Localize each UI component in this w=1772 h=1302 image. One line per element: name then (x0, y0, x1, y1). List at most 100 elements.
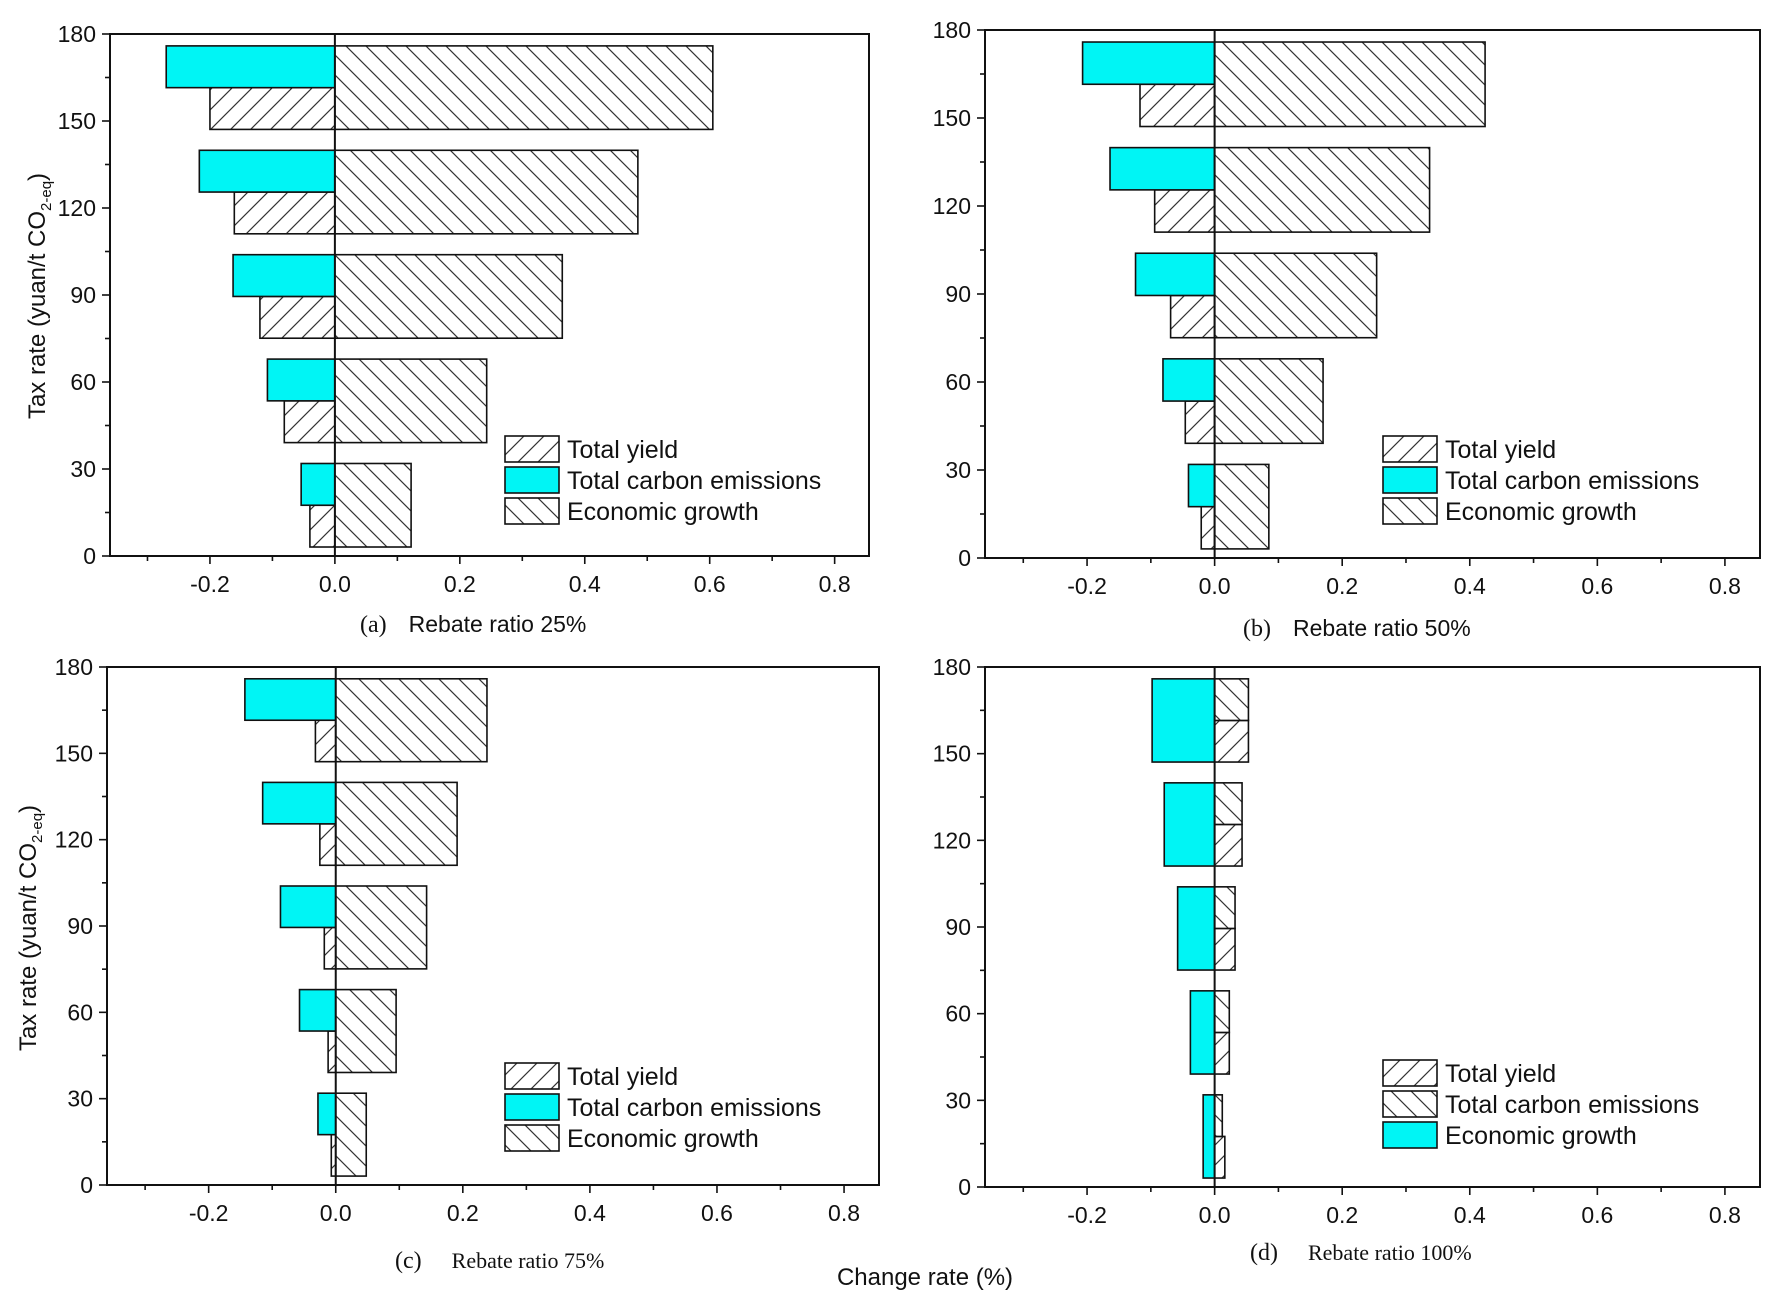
y-tick-label: 180 (933, 654, 971, 680)
y-axis-label: Tax rate (yuan/t CO2-eq) (15, 805, 46, 1051)
legend-swatch (1382, 1090, 1438, 1118)
legend-swatch (1382, 466, 1438, 494)
panel-letter: (d) (1250, 1240, 1278, 1266)
x-tick-label: -0.2 (1067, 573, 1107, 599)
panel-caption: (b) Rebate ratio 50% (1243, 615, 1471, 642)
x-tick-label: 0.4 (1454, 1202, 1486, 1228)
x-tick-label: 0.6 (1581, 573, 1613, 599)
bar-economic-growth (334, 358, 488, 444)
y-tick-label: 180 (933, 17, 971, 43)
x-tick-label: 0.2 (444, 571, 476, 597)
bar-economic-growth (1163, 782, 1216, 867)
bar-total-yield (1169, 294, 1216, 339)
bar-total-carbon-emissions (1081, 41, 1216, 86)
panel-caption: (a) Rebate ratio 25% (360, 611, 586, 638)
y-tick-label: 60 (945, 1001, 971, 1027)
legend-swatch (504, 497, 560, 525)
y-tick-label: 30 (945, 1087, 971, 1113)
panel-a: -0.2 0.0 0.2 0.4 0.6 0.8 0 30 60 90 120 150 180 Total… (24, 21, 870, 638)
y-tick-label: 90 (67, 913, 93, 939)
x-tick-label: 0.8 (1709, 1202, 1741, 1228)
bar-total-yield (327, 1030, 337, 1074)
bar-economic-growth (1213, 463, 1270, 550)
legend-swatch (504, 1093, 560, 1121)
bar-economic-growth (1213, 252, 1378, 339)
x-tick-label: 0.4 (569, 571, 601, 597)
x-tick-label: 0.8 (819, 571, 851, 597)
legend-swatch (504, 466, 560, 494)
legend-swatch (504, 435, 560, 463)
panel-b: -0.2 0.0 0.2 0.4 0.6 0.8 0 30 60 90 120 150 180 Total… (933, 17, 1761, 642)
y-tick-label: 120 (58, 195, 96, 221)
legend-label: Economic growth (567, 1125, 759, 1153)
legend-swatch (1382, 435, 1438, 463)
legend-label: Total carbon emissions (567, 467, 821, 495)
bar-economic-growth (334, 149, 639, 235)
y-tick-label: 60 (67, 999, 93, 1025)
bar-total-yield (1213, 1031, 1231, 1075)
bar-total-yield (209, 86, 336, 131)
y-tick-label: 30 (70, 456, 96, 482)
panel-title: Rebate ratio 25% (409, 611, 587, 637)
bar-total-yield (1200, 505, 1216, 550)
bar-total-carbon-emissions (298, 988, 337, 1032)
panel-caption: (c) Rebate ratio 75% (395, 1248, 604, 1274)
x-tick-label: 0.8 (828, 1200, 860, 1226)
bar-total-carbon-emissions (1162, 358, 1216, 402)
bar-economic-growth (334, 253, 564, 340)
x-tick-label: 0.0 (320, 1200, 352, 1226)
panel-title: Rebate ratio 75% (452, 1248, 605, 1273)
legend-label: Total carbon emissions (1445, 1091, 1699, 1119)
bar-total-carbon-emissions (244, 677, 337, 722)
y-tick-label: 30 (945, 457, 971, 483)
bar-total-carbon-emissions (266, 358, 336, 402)
bar-total-yield (323, 926, 337, 970)
y-tick-label: 150 (55, 740, 93, 766)
y-tick-label: 180 (55, 654, 93, 680)
y-tick-label: 0 (83, 543, 96, 569)
panel-c: -0.2 0.0 0.2 0.4 0.6 0.8 0 30 60 90 120 150 180 Total… (15, 654, 880, 1274)
legend-label: Total yield (567, 1063, 678, 1091)
x-tick-label: 0.4 (574, 1200, 606, 1226)
x-tick-label: 0.2 (1326, 1202, 1358, 1228)
x-tick-label: 0.0 (319, 571, 351, 597)
panel-letter: (a) (360, 612, 387, 638)
panel-title: Rebate ratio 50% (1293, 615, 1471, 641)
x-tick-label: 0.4 (1454, 573, 1486, 599)
y-tick-label: 60 (70, 369, 96, 395)
legend-label: Total yield (1445, 1060, 1556, 1088)
x-tick-label: 0.6 (701, 1200, 733, 1226)
bar-economic-growth (1176, 886, 1216, 971)
y-tick-label: 90 (945, 281, 971, 307)
y-tick-label: 180 (58, 21, 96, 47)
y-tick-label: 150 (933, 741, 971, 767)
bar-economic-growth (1202, 1094, 1216, 1179)
x-tick-label: -0.2 (1067, 1202, 1107, 1228)
bar-economic-growth (334, 677, 488, 763)
panel-letter: (c) (395, 1248, 422, 1274)
bar-total-yield (233, 191, 336, 235)
bar-total-carbon-emissions (232, 253, 336, 298)
bar-total-carbon-emissions (1213, 1094, 1224, 1138)
x-tick-label: 0.2 (1326, 573, 1358, 599)
y-tick-label: 0 (958, 545, 971, 571)
x-tick-label: 0.2 (447, 1200, 479, 1226)
legend-label: Economic growth (1445, 1122, 1637, 1150)
panel-title: Rebate ratio 100% (1308, 1240, 1472, 1265)
y-tick-label: 150 (58, 108, 96, 134)
y-tick-label: 0 (80, 1172, 93, 1198)
bar-total-carbon-emissions (317, 1092, 337, 1136)
legend-label: Total carbon emissions (1445, 467, 1699, 495)
bar-total-yield (1184, 400, 1216, 445)
y-tick-label: 120 (55, 827, 93, 853)
bar-total-carbon-emissions (198, 149, 336, 193)
bar-economic-growth (1213, 146, 1431, 233)
y-tick-label: 30 (67, 1086, 93, 1112)
legend-swatch (504, 1124, 560, 1152)
y-tick-label: 150 (933, 105, 971, 131)
bar-total-carbon-emissions (1213, 990, 1231, 1034)
bar-total-yield (314, 719, 337, 763)
bar-total-carbon-emissions (1213, 886, 1236, 930)
